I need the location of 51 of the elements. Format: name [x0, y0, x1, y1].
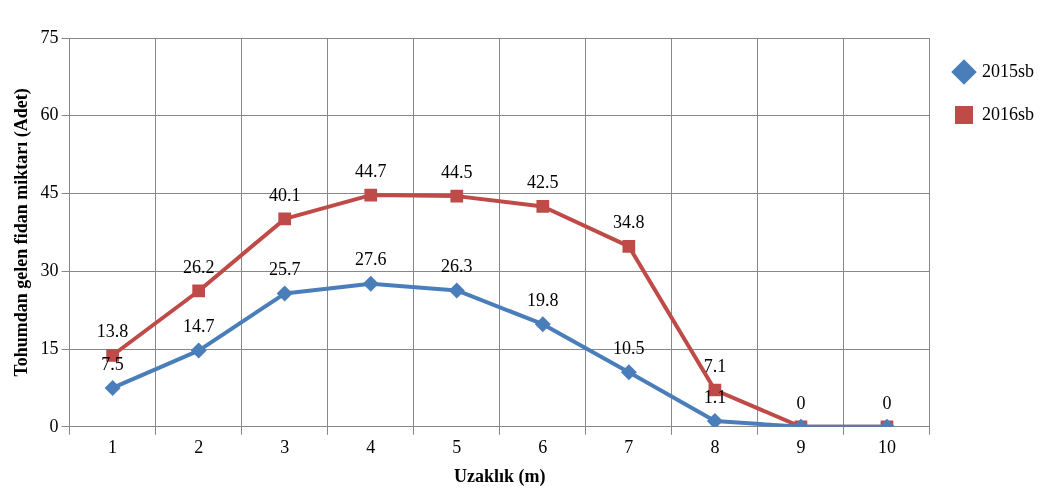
data-label: 10.5 [613, 338, 645, 359]
point [622, 240, 636, 253]
x-tick-label: 10 [877, 437, 896, 458]
point [706, 413, 723, 427]
point [536, 200, 550, 213]
legend-label: 2016sb [982, 103, 1035, 124]
point [534, 316, 551, 333]
data-label: 27.6 [354, 249, 387, 270]
data-label: 44.7 [354, 160, 387, 181]
x-tick-label: 1 [108, 437, 118, 458]
legend-label: 2015sb [982, 60, 1035, 81]
data-label: 34.8 [613, 212, 645, 233]
x-tick-label: 8 [710, 437, 720, 458]
point [448, 282, 465, 299]
data-label: 0 [796, 392, 806, 413]
data-label: 19.8 [527, 289, 559, 310]
point [450, 189, 464, 203]
point [276, 285, 293, 302]
point [104, 379, 121, 396]
y-axis-title: Tohumdan gelen fidan miktarı (Adet) [11, 88, 33, 377]
data-label: 14.7 [182, 316, 215, 337]
data-label: 13.8 [96, 321, 129, 341]
x-tick-label: 3 [280, 437, 290, 458]
y-tick-label: 60 [40, 104, 59, 125]
point [364, 188, 378, 202]
y-tick-label: 45 [40, 182, 59, 203]
x-tick-label: 7 [624, 437, 634, 458]
y-tick-label: 15 [40, 337, 59, 358]
x-tick-label: 6 [538, 437, 548, 458]
point [278, 212, 292, 226]
x-axis-title: Uzaklık (m) [454, 465, 546, 487]
data-label: 7.1 [703, 355, 727, 376]
x-tick-label: 2 [194, 437, 204, 458]
data-label: 26.2 [182, 256, 215, 277]
data-label: 0 [882, 392, 892, 413]
point [362, 275, 379, 292]
data-label: 26.3 [441, 256, 473, 277]
data-label: 40.1 [268, 184, 301, 205]
point [620, 364, 637, 381]
y-tick-label: 30 [40, 260, 59, 281]
y-tick-label: 0 [49, 415, 59, 436]
data-label: 44.5 [441, 161, 473, 182]
data-label: 7.5 [101, 353, 124, 374]
point [190, 342, 207, 359]
x-tick-label: 4 [366, 437, 376, 458]
x-tick-label: 5 [452, 437, 462, 458]
data-label: 25.7 [268, 259, 301, 280]
point [192, 284, 206, 298]
y-tick-label: 75 [40, 26, 59, 47]
data-label: 42.5 [527, 172, 559, 193]
x-tick-label: 9 [796, 437, 806, 458]
